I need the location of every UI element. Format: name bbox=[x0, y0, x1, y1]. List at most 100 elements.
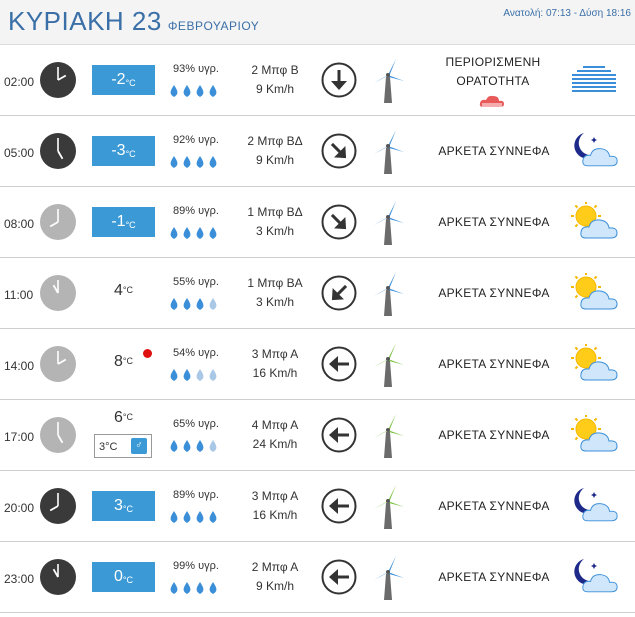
wind-direction-icon bbox=[321, 417, 357, 453]
clock-icon bbox=[40, 417, 76, 453]
wind-beaufort: 3 Μπφ Α bbox=[251, 489, 299, 503]
forecast-row: 14:00 8°C 54% υγρ. 3 Μπφ Α 16 Km/h ΑΡΚΕΤΑ Σ… bbox=[0, 329, 635, 400]
forecast-row: 23:00 0°C 99% υγρ. 2 Μπφ Α 9 Km/h ΑΡΚΕΤΑ ΣΥ… bbox=[0, 542, 635, 613]
temperature-unit: °C bbox=[122, 412, 133, 422]
wind-turbine-icon bbox=[370, 57, 406, 105]
wind-direction-icon bbox=[321, 559, 357, 595]
wind-beaufort: 1 Μπφ ΒΔ bbox=[247, 205, 303, 219]
humidity-drops-icon bbox=[168, 225, 224, 241]
temperature: -1°C bbox=[92, 207, 155, 237]
forecast-row: 02:00 -2°C 93% υγρ. 2 Μπφ Β 9 Km/h ΠΕΡΙΟΡΙΣ… bbox=[0, 45, 635, 116]
humidity-drops-icon bbox=[168, 438, 224, 454]
temperature-value: 3 bbox=[113, 497, 123, 514]
wind-speed: 3 Km/h bbox=[255, 295, 294, 309]
row-time: 02:00 bbox=[4, 75, 35, 89]
person-icon: ♂ bbox=[131, 438, 147, 454]
moon-cloud-icon bbox=[570, 131, 618, 171]
wind-turbine-icon bbox=[370, 128, 406, 176]
temperature-value: 4 bbox=[113, 282, 123, 299]
wind-turbine-icon bbox=[370, 270, 406, 318]
fog-icon bbox=[570, 60, 618, 100]
humidity: 55% υγρ. bbox=[173, 276, 219, 288]
month-label: ΦΕΒΡΟΥΑΡΙΟΥ bbox=[167, 19, 260, 33]
temperature-unit: °C bbox=[125, 78, 136, 88]
wind-direction-icon bbox=[321, 133, 357, 169]
sun-cloud-icon bbox=[570, 343, 618, 384]
temperature: 0°C bbox=[92, 562, 155, 592]
forecast-row: 08:00 -1°C 89% υγρ. 1 Μπφ ΒΔ 3 Km/h ΑΡΚΕΤΑ … bbox=[0, 187, 635, 258]
moon-cloud-icon bbox=[570, 557, 618, 597]
sun-cloud-icon bbox=[570, 201, 618, 242]
weather-condition: ΑΡΚΕΤΑ ΣΥΝΝΕΦΑ bbox=[438, 215, 550, 229]
forecast-row: 11:00 4°C 55% υγρ. 1 Μπφ ΒΑ 3 Km/h ΑΡΚΕΤΑ Σ… bbox=[0, 258, 635, 329]
weather-condition: ΑΡΚΕΤΑ ΣΥΝΝΕΦΑ bbox=[438, 144, 550, 158]
weather-condition: ΑΡΚΕΤΑ ΣΥΝΝΕΦΑ bbox=[438, 570, 550, 584]
row-time: 11:00 bbox=[4, 288, 34, 302]
humidity: 89% υγρ. bbox=[173, 205, 219, 217]
wind-info: 4 Μπφ Α 24 Km/h bbox=[240, 416, 310, 454]
temperature-value: -3 bbox=[111, 142, 126, 159]
row-time: 08:00 bbox=[4, 217, 35, 231]
clock-icon bbox=[40, 133, 76, 169]
wind-speed: 9 Km/h bbox=[255, 153, 294, 167]
wind-direction-icon bbox=[321, 275, 357, 311]
feels-like-box: 3°C ♂ bbox=[94, 434, 152, 458]
humidity-drops-icon bbox=[168, 296, 224, 312]
row-time: 14:00 bbox=[4, 359, 35, 373]
humidity-drops-icon bbox=[168, 580, 224, 596]
temperature: 4°C bbox=[92, 282, 155, 300]
forecast-row: 05:00 -3°C 92% υγρ. 2 Μπφ ΒΔ 9 Km/h ΑΡΚΕΤΑ … bbox=[0, 116, 635, 187]
row-time: 20:00 bbox=[4, 501, 35, 515]
humidity: 93% υγρ. bbox=[173, 63, 219, 75]
clock-icon bbox=[40, 62, 76, 98]
humidity: 89% υγρ. bbox=[173, 489, 219, 501]
wind-direction-icon bbox=[321, 62, 357, 98]
heat-warning-dot bbox=[143, 349, 152, 358]
temperature-unit: °C bbox=[125, 220, 136, 230]
temperature-unit: °C bbox=[122, 285, 133, 295]
clock-icon bbox=[40, 488, 76, 524]
temperature-unit: °C bbox=[122, 356, 133, 366]
wind-info: 2 Μπφ Α 9 Km/h bbox=[240, 558, 310, 596]
wind-beaufort: 1 Μπφ ΒΑ bbox=[247, 276, 303, 290]
visibility-warning-icon bbox=[479, 95, 505, 109]
wind-speed: 16 Km/h bbox=[252, 508, 298, 522]
wind-turbine-icon bbox=[370, 199, 406, 247]
temperature-value: -2 bbox=[111, 71, 126, 88]
wind-direction-icon bbox=[321, 346, 357, 382]
humidity: 99% υγρ. bbox=[173, 560, 219, 572]
wind-beaufort: 4 Μπφ Α bbox=[251, 418, 299, 432]
weather-condition: ΠΕΡΙΟΡΙΣΜΕΝΗ ΟΡΑΤΟΤΗΤΑ bbox=[445, 55, 541, 88]
wind-info: 1 Μπφ ΒΑ 3 Km/h bbox=[240, 274, 310, 312]
weather-condition: ΑΡΚΕΤΑ ΣΥΝΝΕΦΑ bbox=[438, 499, 550, 513]
day-title: ΚΥΡΙΑΚΗ 23 ΦΕΒΡΟΥΑΡΙΟΥ bbox=[8, 6, 260, 36]
wind-turbine-icon bbox=[370, 341, 406, 389]
wind-info: 1 Μπφ ΒΔ 3 Km/h bbox=[240, 203, 310, 241]
temperature: 6°C bbox=[92, 409, 155, 427]
row-time: 05:00 bbox=[4, 146, 35, 160]
feels-like-value: 3°C bbox=[99, 441, 118, 453]
weather-condition: ΑΡΚΕΤΑ ΣΥΝΝΕΦΑ bbox=[438, 357, 550, 371]
wind-speed: 16 Km/h bbox=[252, 366, 298, 380]
temperature-value: 6 bbox=[113, 409, 123, 426]
temperature: -3°C bbox=[92, 136, 155, 166]
wind-beaufort: 2 Μπφ Α bbox=[251, 560, 299, 574]
wind-beaufort: 2 Μπφ Β bbox=[251, 63, 299, 77]
wind-speed: 3 Km/h bbox=[255, 224, 294, 238]
weather-condition: ΑΡΚΕΤΑ ΣΥΝΝΕΦΑ bbox=[438, 428, 550, 442]
clock-icon bbox=[40, 204, 76, 240]
temperature-unit: °C bbox=[122, 504, 133, 514]
wind-turbine-icon bbox=[370, 412, 406, 460]
temperature-value: -1 bbox=[111, 213, 126, 230]
row-time: 17:00 bbox=[4, 430, 35, 444]
wind-speed: 9 Km/h bbox=[255, 82, 294, 96]
humidity: 54% υγρ. bbox=[173, 347, 219, 359]
wind-speed: 9 Km/h bbox=[255, 579, 294, 593]
forecast-row: 17:00 6°C 3°C ♂ 65% υγρ. 4 Μπφ Α 24 Km/h ΑΡΚΕ… bbox=[0, 400, 635, 471]
wind-beaufort: 3 Μπφ Α bbox=[251, 347, 299, 361]
temperature: -2°C bbox=[92, 65, 155, 95]
clock-icon bbox=[40, 275, 76, 311]
wind-info: 3 Μπφ Α 16 Km/h bbox=[240, 487, 310, 525]
humidity: 92% υγρ. bbox=[173, 134, 219, 146]
